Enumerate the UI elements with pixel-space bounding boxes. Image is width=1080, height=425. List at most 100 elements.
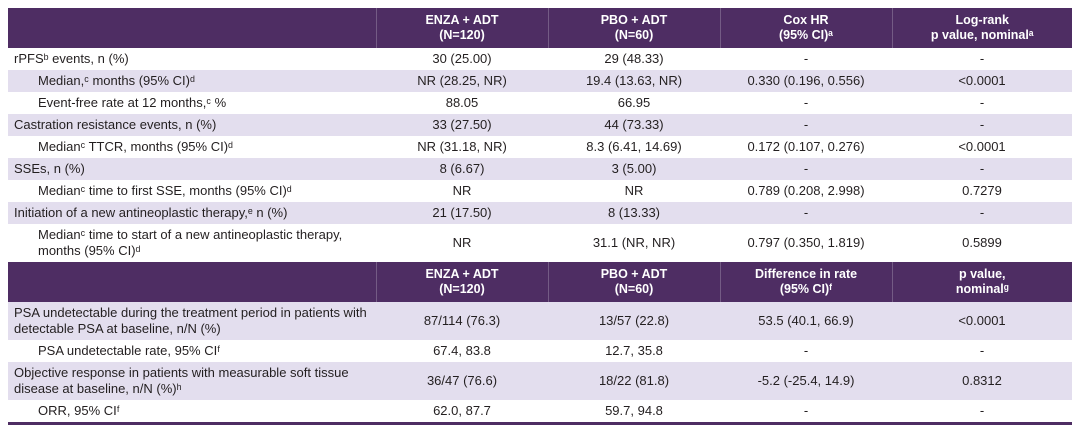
value-cell: 0.172 (0.107, 0.276) — [747, 139, 865, 154]
value-cell: 3 (5.00) — [611, 161, 657, 176]
table-row: PSA undetectable during the treatment pe… — [8, 302, 1072, 340]
column-header-line2: p value, nominalᵃ — [930, 28, 1034, 42]
value-cell: 0.8312 — [962, 373, 1002, 388]
column-header-line1: ENZA + ADT — [425, 13, 499, 27]
table-row: Initiation of a new antineoplastic thera… — [8, 202, 1072, 224]
column-header-line2: (95% CI)ᵃ — [778, 28, 834, 42]
column-header-line2: (N=60) — [614, 28, 654, 42]
value-cell: 8 (13.33) — [607, 205, 661, 220]
value-cell: <0.0001 — [958, 139, 1006, 154]
value-cell: 8 (6.67) — [439, 161, 485, 176]
column-header-line1: PBO + ADT — [600, 267, 668, 281]
column-header-log-rank-p: Log-rank p value, nominalᵃ — [891, 8, 1072, 48]
row-label: Medianᶜ time to first SSE, months (95% C… — [38, 183, 292, 198]
table-row: SSEs, n (%) 8 (6.67) 3 (5.00) - - — [8, 158, 1072, 180]
table-row: Medianᶜ TTCR, months (95% CI)ᵈ NR (31.18… — [8, 136, 1072, 158]
value-cell: 36/47 (76.6) — [426, 373, 498, 388]
header-empty-cell — [8, 8, 376, 48]
table-row: Event-free rate at 12 months,ᶜ % 88.05 6… — [8, 92, 1072, 114]
column-header-pbo-adt: PBO + ADT (N=60) — [547, 262, 720, 302]
row-label: Event-free rate at 12 months,ᶜ % — [38, 95, 227, 110]
table-row: rPFSᵇ events, n (%) 30 (25.00) 29 (48.33… — [8, 48, 1072, 70]
table-header-section2: ENZA + ADT (N=120) PBO + ADT (N=60) Diff… — [8, 262, 1072, 302]
value-cell: 87/114 (76.3) — [423, 313, 501, 328]
column-header-p-value-nominal: p value, nominalᵍ — [891, 262, 1072, 302]
value-cell: - — [979, 403, 985, 418]
value-cell: 67.4, 83.8 — [433, 343, 491, 358]
value-cell: NR (31.18, NR) — [417, 139, 507, 154]
table-row: PSA undetectable rate, 95% CIᶠ 67.4, 83.… — [8, 340, 1072, 362]
value-cell: - — [979, 343, 985, 358]
table-row: Objective response in patients with meas… — [8, 362, 1072, 400]
column-header-line2: (95% CI)ᶠ — [779, 282, 833, 296]
column-header-enza-adt: ENZA + ADT (N=120) — [375, 262, 548, 302]
response-endpoints-table: ENZA + ADT (N=120) PBO + ADT (N=60) Diff… — [8, 262, 1072, 425]
row-label: Medianᶜ TTCR, months (95% CI)ᵈ — [38, 139, 233, 154]
value-cell: - — [979, 117, 985, 132]
table-row: Medianᶜ time to first SSE, months (95% C… — [8, 180, 1072, 202]
row-label: PSA undetectable rate, 95% CIᶠ — [38, 343, 221, 358]
value-cell: - — [803, 95, 809, 110]
value-cell: NR — [452, 235, 472, 250]
column-header-difference-in-rate: Difference in rate (95% CI)ᶠ — [719, 262, 892, 302]
header-empty-cell — [8, 262, 376, 302]
row-label: Castration resistance events, n (%) — [14, 117, 217, 132]
table-header-section1: ENZA + ADT (N=120) PBO + ADT (N=60) Cox … — [8, 8, 1072, 48]
value-cell: 19.4 (13.63, NR) — [585, 73, 683, 88]
value-cell: 62.0, 87.7 — [433, 403, 491, 418]
table-row: Median,ᶜ months (95% CI)ᵈ NR (28.25, NR)… — [8, 70, 1072, 92]
value-cell: NR (28.25, NR) — [417, 73, 507, 88]
value-cell: - — [803, 343, 809, 358]
value-cell: 66.95 — [617, 95, 651, 110]
value-cell: - — [803, 161, 809, 176]
value-cell: 12.7, 35.8 — [605, 343, 663, 358]
value-cell: 88.05 — [445, 95, 479, 110]
value-cell: <0.0001 — [958, 73, 1006, 88]
value-cell: - — [979, 205, 985, 220]
value-cell: 0.7279 — [962, 183, 1002, 198]
row-label: Median,ᶜ months (95% CI)ᵈ — [38, 73, 195, 88]
value-cell: NR — [452, 183, 472, 198]
value-cell: 13/57 (22.8) — [598, 313, 670, 328]
value-cell: - — [979, 51, 985, 66]
value-cell: 8.3 (6.41, 14.69) — [586, 139, 682, 154]
value-cell: 44 (73.33) — [604, 117, 664, 132]
value-cell: 0.330 (0.196, 0.556) — [747, 73, 865, 88]
value-cell: - — [803, 51, 809, 66]
column-header-line1: Cox HR — [783, 13, 829, 27]
column-header-line2: (N=120) — [439, 282, 485, 296]
column-header-line2: (N=60) — [614, 282, 654, 296]
table-row: Castration resistance events, n (%) 33 (… — [8, 114, 1072, 136]
column-header-enza-adt: ENZA + ADT (N=120) — [375, 8, 548, 48]
value-cell: - — [803, 117, 809, 132]
column-header-cox-hr: Cox HR (95% CI)ᵃ — [719, 8, 892, 48]
value-cell: 31.1 (NR, NR) — [592, 235, 676, 250]
value-cell: - — [803, 205, 809, 220]
row-label: Initiation of a new antineoplastic thera… — [14, 205, 288, 220]
column-header-pbo-adt: PBO + ADT (N=60) — [547, 8, 720, 48]
value-cell: 53.5 (40.1, 66.9) — [758, 313, 854, 328]
value-cell: 29 (48.33) — [604, 51, 664, 66]
value-cell: 33 (27.50) — [432, 117, 492, 132]
value-cell: - — [979, 95, 985, 110]
value-cell: -5.2 (-25.4, 14.9) — [757, 373, 855, 388]
value-cell: <0.0001 — [958, 313, 1006, 328]
value-cell: - — [803, 403, 809, 418]
efficacy-results-table: ENZA + ADT (N=120) PBO + ADT (N=60) Cox … — [8, 8, 1072, 425]
header-row: ENZA + ADT (N=120) PBO + ADT (N=60) Cox … — [8, 8, 1072, 48]
value-cell: NR — [624, 183, 644, 198]
value-cell: - — [979, 161, 985, 176]
row-label: ORR, 95% CIᶠ — [38, 403, 120, 418]
header-row: ENZA + ADT (N=120) PBO + ADT (N=60) Diff… — [8, 262, 1072, 302]
table-row: Medianᶜ time to start of a new antineopl… — [8, 224, 1072, 262]
column-header-line1: Difference in rate — [754, 267, 858, 281]
column-header-line1: PBO + ADT — [600, 13, 668, 27]
column-header-line1: ENZA + ADT — [425, 267, 499, 281]
value-cell: 21 (17.50) — [432, 205, 492, 220]
row-label: rPFSᵇ events, n (%) — [14, 51, 129, 66]
row-label: Objective response in patients with meas… — [14, 365, 349, 396]
row-label: Medianᶜ time to start of a new antineopl… — [38, 227, 343, 258]
row-label: PSA undetectable during the treatment pe… — [14, 305, 367, 336]
column-header-line2: (N=120) — [439, 28, 485, 42]
column-header-line2: nominalᵍ — [955, 282, 1009, 296]
